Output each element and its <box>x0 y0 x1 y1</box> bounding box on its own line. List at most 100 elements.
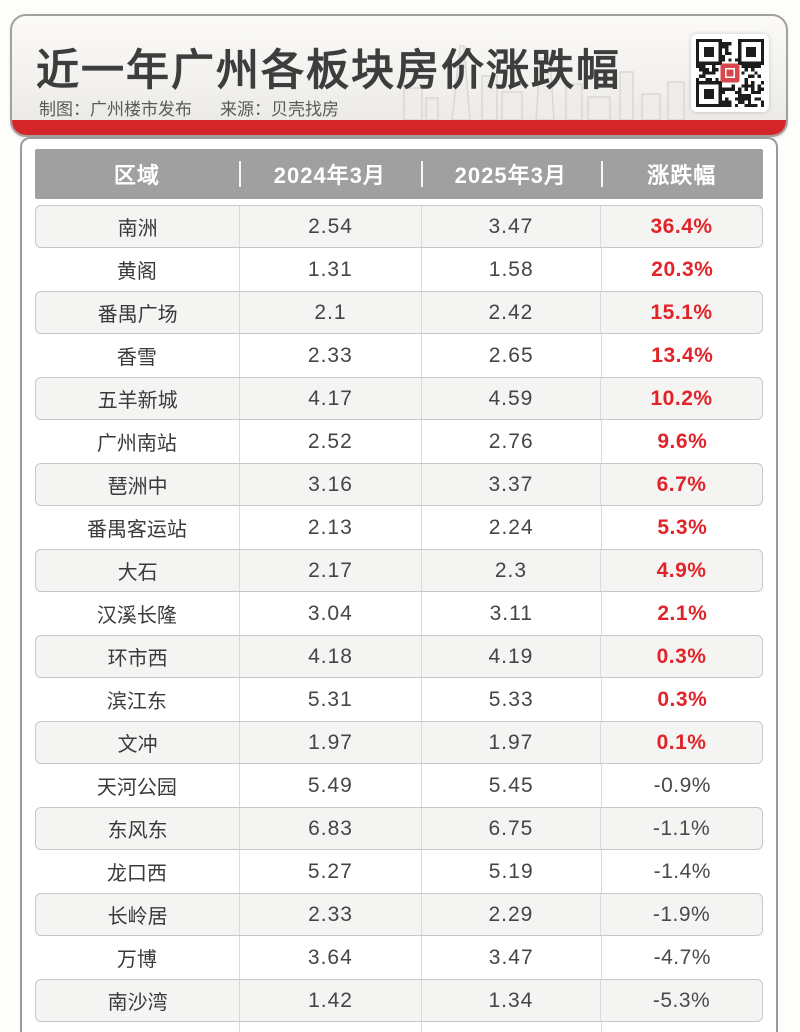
price-2025-cell: 6.75 <box>420 808 600 849</box>
price-2024-cell: 6.83 <box>239 808 421 849</box>
change-cell: 20.3% <box>600 248 763 291</box>
table-header-row: 区域 2024年3月 2025年3月 涨跌幅 <box>35 149 763 199</box>
price-2025-cell-text: 2.29 <box>488 902 534 926</box>
change-cell-text: 36.4% <box>650 214 713 238</box>
district-cell: 汉溪长隆 <box>35 592 239 635</box>
column-header: 涨跌幅 <box>600 149 763 199</box>
price-2025-cell: 1.97 <box>420 722 600 763</box>
district-cell: 万博 <box>35 936 239 979</box>
district-cell-text: 琶洲中 <box>107 476 168 498</box>
price-2024-cell: 2.33 <box>238 334 421 377</box>
change-cell: 15.1% <box>600 292 762 333</box>
change-cell: 2.1% <box>600 592 763 635</box>
price-2025-cell-text: 5.19 <box>488 859 534 883</box>
table-row: 天河公园 5.49 5.45 -0.9% <box>35 764 763 807</box>
table-row: 南洲 2.54 3.47 36.4% <box>35 205 763 248</box>
byline: 制图：广州楼市发布 来源：贝壳找房 <box>39 95 339 120</box>
column-header: 2025年3月 <box>420 149 601 199</box>
district-cell: 南沙湾 <box>36 980 239 1021</box>
price-2024-cell-text: 2.33 <box>308 902 353 926</box>
column-header: 区域 <box>113 163 160 188</box>
price-2025-cell-text: 2.65 <box>488 343 534 367</box>
district-cell-text: 番禺广场 <box>97 304 178 326</box>
change-cell-text: 15.1% <box>650 300 713 324</box>
price-2024-cell-text: 4.17 <box>308 386 353 410</box>
price-2025-cell-text: 2.42 <box>488 300 534 324</box>
price-2024-cell: 2.17 <box>239 550 421 591</box>
table-row: 龙口西 5.27 5.19 -1.4% <box>35 850 763 893</box>
price-2025-cell: 2.76 <box>420 420 601 463</box>
district-cell-text: 南沙湾 <box>107 992 168 1014</box>
district-cell-text: 龙口西 <box>106 863 167 885</box>
district-cell: 文冲 <box>36 722 239 763</box>
price-2024-cell-text: 6.83 <box>308 816 353 840</box>
district-cell-text: 环市西 <box>107 648 168 670</box>
price-2025-cell-text: 3.47 <box>488 945 534 969</box>
table-row: 大石 2.17 2.3 4.9% <box>35 549 763 592</box>
column-header: 2024年3月 <box>238 149 421 199</box>
price-2024-cell: 5.49 <box>238 764 421 807</box>
table-row: 黄阁 1.31 1.58 20.3% <box>35 248 763 291</box>
change-cell: -1.9% <box>600 894 762 935</box>
change-cell-text: 9.6% <box>657 429 708 453</box>
change-cell: 4.9% <box>600 550 762 591</box>
price-2025-cell-text: 5.45 <box>488 773 534 797</box>
price-2025-cell: 5.33 <box>420 678 601 721</box>
price-2025-cell-text: 2.76 <box>488 429 534 453</box>
table-row: 滨江东 5.31 5.33 0.3% <box>35 678 763 721</box>
change-cell: 10.2% <box>600 378 762 419</box>
table-row: 文冲 1.97 1.97 0.1% <box>35 721 763 764</box>
district-cell: 天河公园 <box>35 764 239 807</box>
price-2024-cell-text: 3.16 <box>308 472 353 496</box>
change-cell-text: -4.7% <box>653 945 711 969</box>
table-row: 香雪 2.33 2.65 13.4% <box>35 334 763 377</box>
page-title: 近一年广州各板块房价涨跌幅 <box>36 47 621 95</box>
price-2025-cell-text: 2.24 <box>488 515 534 539</box>
change-cell: -5.3% <box>600 980 762 1021</box>
price-2025-cell-text: 5.33 <box>488 687 534 711</box>
district-cell: 龙口西 <box>35 850 239 893</box>
table-row: 南沙湾 1.42 1.34 -5.3% <box>35 979 763 1022</box>
change-cell-text: -0.9% <box>653 773 711 797</box>
district-cell: 黄阁 <box>35 248 239 291</box>
district-cell-text: 文冲 <box>117 734 158 756</box>
district-cell: 琶洲中 <box>36 464 239 505</box>
district-cell-text: 五羊新城 <box>97 390 178 412</box>
district-cell: 五羊新城 <box>36 378 239 419</box>
price-2024-cell-text: 1.31 <box>307 257 353 281</box>
district-cell: 长岭居 <box>36 894 239 935</box>
price-2024-cell-text: 2.52 <box>307 429 353 453</box>
district-cell: 环市西 <box>36 636 239 677</box>
table-row: 番禺客运站 2.13 2.24 5.3% <box>35 506 763 549</box>
price-2025-cell: 4.59 <box>420 378 600 419</box>
change-cell-text: -1.1% <box>652 816 711 840</box>
price-2025-cell: 5.19 <box>420 850 601 893</box>
price-2024-cell: 3.64 <box>238 936 421 979</box>
table-row: 长岭居 2.33 2.29 -1.9% <box>35 893 763 936</box>
price-2025-cell: 2.65 <box>420 334 601 377</box>
change-cell-text: 4.9% <box>656 558 707 582</box>
price-2025-cell-text: 1.97 <box>488 730 534 754</box>
district-cell-text: 大石 <box>117 562 158 584</box>
price-2025-cell: 3.47 <box>420 936 601 979</box>
qr-code-icon <box>691 34 769 112</box>
district-cell: 南洲 <box>36 206 239 247</box>
table-row: 汉溪长隆 3.04 3.11 2.1% <box>35 592 763 635</box>
change-cell: -0.9% <box>600 764 763 807</box>
district-cell-text: 香雪 <box>116 347 157 369</box>
price-2024-cell-text: 1.97 <box>308 730 353 754</box>
change-cell-text: 0.1% <box>656 730 707 754</box>
price-2025-cell-text: 6.75 <box>488 816 534 840</box>
table-row: 番禺广场 2.1 2.42 15.1% <box>35 291 763 334</box>
change-cell-text: 6.7% <box>656 472 707 496</box>
price-2024-cell: 2.54 <box>239 206 421 247</box>
price-2024-cell-text: 1.42 <box>308 988 353 1012</box>
price-2024-cell-text: 5.27 <box>307 859 353 883</box>
credit-label: 制图：广州楼市发布 <box>39 100 192 119</box>
price-2025-cell-text: 1.58 <box>488 257 534 281</box>
district-cell: 番禺广场 <box>36 292 239 333</box>
price-2024-cell: 3.04 <box>238 592 421 635</box>
price-2024-cell: 1.31 <box>238 248 421 291</box>
change-cell: 9.6% <box>600 420 763 463</box>
change-cell-text: -1.9% <box>652 902 711 926</box>
